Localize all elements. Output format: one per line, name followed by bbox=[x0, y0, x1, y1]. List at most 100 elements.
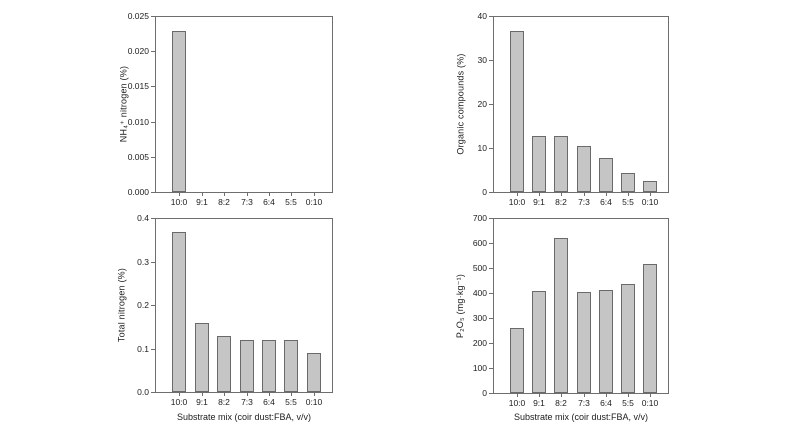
x-tick-mark bbox=[539, 394, 540, 397]
y-tick-label: 100 bbox=[472, 363, 487, 373]
y-axis-title-nh4-nitrogen: NH₄⁺ nitrogen (%) bbox=[118, 65, 129, 143]
y-tick-mark bbox=[489, 318, 493, 319]
y-tick-mark bbox=[489, 104, 493, 105]
bar bbox=[577, 292, 591, 393]
y-tick-mark bbox=[151, 16, 155, 17]
y-tick-label: 0.3 bbox=[137, 257, 149, 267]
y-tick-mark bbox=[489, 218, 493, 219]
x-tick-label: 9:1 bbox=[533, 197, 545, 207]
y-tick-mark bbox=[489, 293, 493, 294]
bar bbox=[643, 181, 657, 192]
bar bbox=[307, 353, 321, 392]
y-tick-mark bbox=[151, 349, 155, 350]
y-tick-mark bbox=[489, 148, 493, 149]
x-tick-label: 0:10 bbox=[305, 197, 323, 207]
x-tick-mark bbox=[202, 393, 203, 396]
y-tick-label: 500 bbox=[472, 263, 487, 273]
y-tick-label: 0.025 bbox=[127, 11, 149, 21]
y-tick-mark bbox=[489, 60, 493, 61]
x-tick-mark bbox=[628, 193, 629, 196]
y-tick-mark bbox=[151, 157, 155, 158]
x-tick-label: 0:10 bbox=[641, 197, 659, 207]
y-tick-label: 10 bbox=[477, 143, 487, 153]
x-tick-mark bbox=[584, 394, 585, 397]
x-tick-label: 7:3 bbox=[578, 398, 590, 408]
bar bbox=[621, 173, 635, 192]
y-tick-mark bbox=[151, 86, 155, 87]
x-tick-label: 6:4 bbox=[600, 197, 612, 207]
y-tick-label: 300 bbox=[472, 313, 487, 323]
x-tick-label: 7:3 bbox=[578, 197, 590, 207]
y-tick-label: 0.010 bbox=[127, 117, 149, 127]
x-tick-mark bbox=[314, 393, 315, 396]
x-tick-label: 10:0 bbox=[170, 197, 188, 207]
x-tick-label: 7:3 bbox=[241, 397, 253, 407]
y-tick-label: 0.0 bbox=[137, 387, 149, 397]
y-tick-mark bbox=[489, 343, 493, 344]
y-tick-label: 700 bbox=[472, 213, 487, 223]
x-axis-title-substrate-mix-left: Substrate mix (coir dust:FBA, v/v) bbox=[176, 412, 312, 422]
y-tick-mark bbox=[151, 305, 155, 306]
x-tick-label: 10:0 bbox=[170, 397, 188, 407]
bar bbox=[172, 232, 186, 392]
x-tick-mark bbox=[650, 394, 651, 397]
y-tick-mark bbox=[151, 51, 155, 52]
bar bbox=[577, 146, 591, 192]
x-tick-mark bbox=[561, 394, 562, 397]
y-tick-label: 40 bbox=[477, 11, 487, 21]
bar bbox=[599, 290, 613, 393]
x-tick-label: 8:2 bbox=[555, 197, 567, 207]
bar bbox=[217, 336, 231, 392]
y-tick-mark bbox=[151, 122, 155, 123]
y-tick-label: 30 bbox=[477, 55, 487, 65]
y-tick-label: 400 bbox=[472, 288, 487, 298]
x-tick-label: 9:1 bbox=[196, 197, 208, 207]
y-tick-mark bbox=[489, 192, 493, 193]
x-tick-mark bbox=[269, 393, 270, 396]
bar bbox=[510, 31, 524, 192]
bar bbox=[532, 291, 546, 393]
x-tick-label: 6:4 bbox=[263, 197, 275, 207]
bar bbox=[621, 284, 635, 393]
x-tick-mark bbox=[650, 193, 651, 196]
x-tick-mark bbox=[202, 193, 203, 196]
x-tick-mark bbox=[247, 193, 248, 196]
x-tick-mark bbox=[291, 193, 292, 196]
y-tick-label: 600 bbox=[472, 238, 487, 248]
x-tick-label: 9:1 bbox=[196, 397, 208, 407]
x-tick-mark bbox=[179, 193, 180, 196]
y-tick-label: 0 bbox=[482, 388, 487, 398]
y-tick-label: 20 bbox=[477, 99, 487, 109]
x-tick-label: 8:2 bbox=[218, 397, 230, 407]
bar bbox=[172, 31, 186, 192]
x-tick-label: 5:5 bbox=[285, 197, 297, 207]
x-tick-mark bbox=[224, 193, 225, 196]
x-tick-mark bbox=[269, 193, 270, 196]
x-tick-label: 0:10 bbox=[305, 397, 323, 407]
x-tick-label: 6:4 bbox=[263, 397, 275, 407]
x-tick-mark bbox=[247, 393, 248, 396]
x-tick-label: 7:3 bbox=[241, 197, 253, 207]
y-tick-label: 0.005 bbox=[127, 152, 149, 162]
y-tick-label: 0.4 bbox=[137, 213, 149, 223]
x-tick-mark bbox=[224, 393, 225, 396]
x-tick-label: 8:2 bbox=[218, 197, 230, 207]
x-tick-mark bbox=[291, 393, 292, 396]
bar bbox=[532, 136, 546, 192]
bar bbox=[240, 340, 254, 392]
y-tick-label: 200 bbox=[472, 338, 487, 348]
bar bbox=[510, 328, 524, 393]
x-tick-label: 6:4 bbox=[600, 398, 612, 408]
x-tick-label: 10:0 bbox=[508, 197, 526, 207]
y-tick-mark bbox=[489, 243, 493, 244]
x-tick-mark bbox=[539, 193, 540, 196]
x-tick-label: 5:5 bbox=[622, 197, 634, 207]
y-tick-mark bbox=[489, 268, 493, 269]
bar bbox=[262, 340, 276, 392]
x-tick-mark bbox=[179, 393, 180, 396]
y-tick-mark bbox=[151, 218, 155, 219]
bar bbox=[643, 264, 657, 393]
x-tick-mark bbox=[517, 193, 518, 196]
bar bbox=[554, 136, 568, 192]
